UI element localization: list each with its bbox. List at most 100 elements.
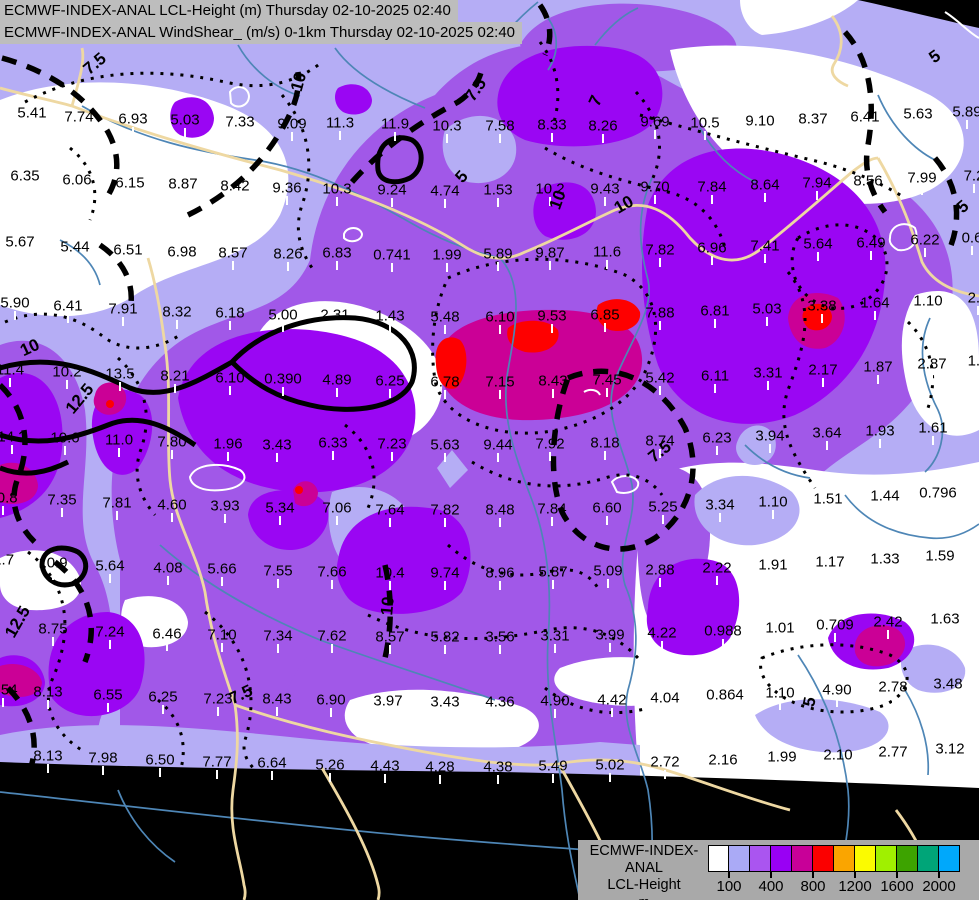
grid-value: 1.63 [930, 610, 960, 628]
grid-value: 8.18 [590, 434, 620, 452]
grid-value: 2.87 [917, 355, 947, 373]
grid-node-tick [937, 501, 939, 510]
grid-node-tick [606, 516, 608, 525]
grid-value: 10.2 [52, 363, 82, 381]
grid-value: 7.23 [203, 690, 233, 708]
grid-node-tick [234, 194, 236, 203]
grid-value: 9.24 [377, 181, 407, 199]
grid-value: 1.10 [758, 493, 788, 511]
legend-swatch [897, 845, 918, 872]
grid-node-tick [174, 384, 176, 393]
grid-value: 1.93 [865, 422, 895, 440]
grid-value: 8.96 [485, 564, 515, 582]
grid-value: 8.57 [375, 628, 405, 646]
grid-node-tick [829, 570, 831, 579]
grid-node-tick [554, 644, 556, 653]
grid-node-tick [552, 774, 554, 783]
grid-value: 8.13 [33, 747, 63, 765]
grid-value: 10.5 [690, 114, 720, 132]
grid-value: 5.63 [430, 436, 460, 454]
grid-value: 8.48 [485, 501, 515, 519]
grid-node-tick [66, 380, 68, 389]
grid-value: 2.42 [873, 613, 903, 631]
grid-value: 1.99 [767, 748, 797, 766]
grid-value: 5.03 [752, 300, 782, 318]
grid-node-tick [944, 627, 946, 636]
grid-node-tick [334, 323, 336, 332]
grid-node-tick [499, 581, 501, 590]
grid-value: 2.17 [808, 361, 838, 379]
grid-node-tick [609, 773, 611, 782]
grid-value: 1.43 [375, 307, 405, 325]
grid-node-tick [704, 131, 706, 140]
grid-value: 5.09 [593, 562, 623, 580]
grid-node-tick [389, 389, 391, 398]
grid-node-tick [766, 317, 768, 326]
grid-value: 2.78 [878, 678, 908, 696]
grid-value: 5.49 [538, 757, 568, 775]
grid-node-tick [604, 451, 606, 460]
grid-value: 4.60 [157, 496, 187, 514]
grid-value: 5.34 [265, 499, 295, 517]
grid-value: 5.66 [207, 560, 237, 578]
grid-value: 6.23 [702, 429, 732, 447]
grid-node-tick [171, 513, 173, 522]
grid-value: 1.01 [765, 619, 795, 637]
grid-node-tick [61, 508, 63, 517]
grid-node-tick [924, 248, 926, 257]
grid-value: 10.6 [50, 429, 80, 447]
grid-value: 1.99 [432, 246, 462, 264]
grid-value: 7.15 [485, 373, 515, 391]
grid-node-tick [499, 518, 501, 527]
grid-value: 11.6 [592, 243, 622, 261]
grid-node-tick [229, 386, 231, 395]
grid-value: 5.64 [95, 557, 125, 575]
grid-value: 5.41 [17, 104, 47, 122]
grid-node-tick [949, 757, 951, 766]
legend-title: ECMWF-INDEX-ANAL [589, 843, 699, 876]
grid-node-tick [827, 507, 829, 516]
grid-node-tick [659, 578, 661, 587]
grid-value: 1.61 [918, 419, 948, 437]
grid-node-tick [551, 324, 553, 333]
grid-value: 7.24 [95, 623, 125, 641]
grid-value: 9.36 [272, 179, 302, 197]
grid-node-tick [31, 121, 33, 130]
grid-node-tick [11, 445, 13, 454]
grid-node-tick [772, 510, 774, 519]
grid-value: 9.44 [483, 436, 513, 454]
grid-node-tick [232, 261, 234, 270]
grid-value: 6.46 [152, 625, 182, 643]
grid-node-tick [339, 131, 341, 140]
grid-node-tick [276, 453, 278, 462]
grid-value: 11.7 [0, 551, 15, 569]
grid-value: 0.6 [961, 229, 979, 247]
grid-value: 4.22 [647, 624, 677, 642]
grid-node-tick [973, 184, 975, 193]
grid-value: 10.2 [535, 180, 565, 198]
contour-label: 10 [377, 595, 398, 617]
grid-node-tick [331, 644, 333, 653]
grid-node-tick [764, 193, 766, 202]
grid-value: 5.89 [483, 245, 513, 263]
grid-value: 0.864 [706, 686, 744, 704]
grid-node-tick [444, 453, 446, 462]
grid-node-tick [271, 771, 273, 780]
grid-value: 13.5 [105, 365, 135, 383]
grid-node-tick [711, 195, 713, 204]
legend-swatch [771, 845, 792, 872]
grid-node-tick [329, 773, 331, 782]
grid-node-tick [182, 192, 184, 201]
grid-value: 3.34 [705, 496, 735, 514]
grid-node-tick [549, 452, 551, 461]
grid-node-tick [887, 630, 889, 639]
grid-value: 1.96 [213, 435, 243, 453]
grid-node-tick [822, 378, 824, 387]
grid-node-tick [277, 644, 279, 653]
grid-node-tick [166, 642, 168, 651]
grid-value: 5.44 [60, 238, 90, 256]
grid-value: 4.08 [153, 559, 183, 577]
grid-value: 3.48 [933, 675, 963, 693]
grid-node-tick [779, 636, 781, 645]
